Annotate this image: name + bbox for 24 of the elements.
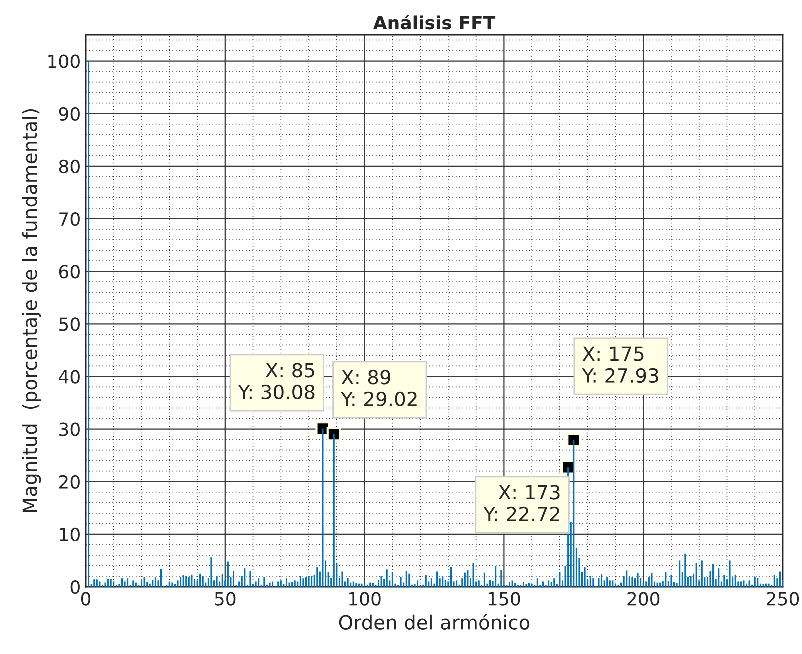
- y-tick-label: 80: [59, 160, 80, 174]
- annotation: X: 85 Y: 30.08: [238, 363, 315, 400]
- x-axis-title: Orden del armónico: [339, 614, 530, 630]
- y-tick-label: 40: [59, 370, 80, 384]
- y-tick-label: 0: [70, 580, 80, 594]
- chart-title: Análisis FFT: [373, 15, 496, 30]
- y-tick-label: 50: [60, 318, 80, 332]
- x-tick-label: 250: [767, 592, 800, 606]
- y-tick-label: 70: [60, 212, 80, 226]
- annotation: X: 173 Y: 22.72: [484, 485, 560, 522]
- y-tick-label: 100: [48, 54, 80, 68]
- y-tick-label: 30: [60, 422, 80, 436]
- annotation: X: 175 Y: 27.93: [582, 346, 658, 384]
- y-tick-label: 20: [59, 475, 80, 489]
- annotation: X: 89 Y: 29.02: [341, 370, 417, 407]
- y-axis-title: Magnitud (porcentaje de la fundamental): [22, 109, 42, 512]
- x-tick-label: 50: [215, 592, 236, 606]
- y-tick-label: 90: [59, 107, 80, 121]
- y-tick-label: 60: [59, 265, 80, 279]
- x-tick-label: 0: [81, 592, 91, 606]
- x-tick-label: 100: [350, 592, 381, 606]
- x-tick-label: 200: [628, 592, 660, 606]
- x-tick-label: 150: [488, 592, 520, 606]
- y-tick-label: 10: [60, 528, 80, 542]
